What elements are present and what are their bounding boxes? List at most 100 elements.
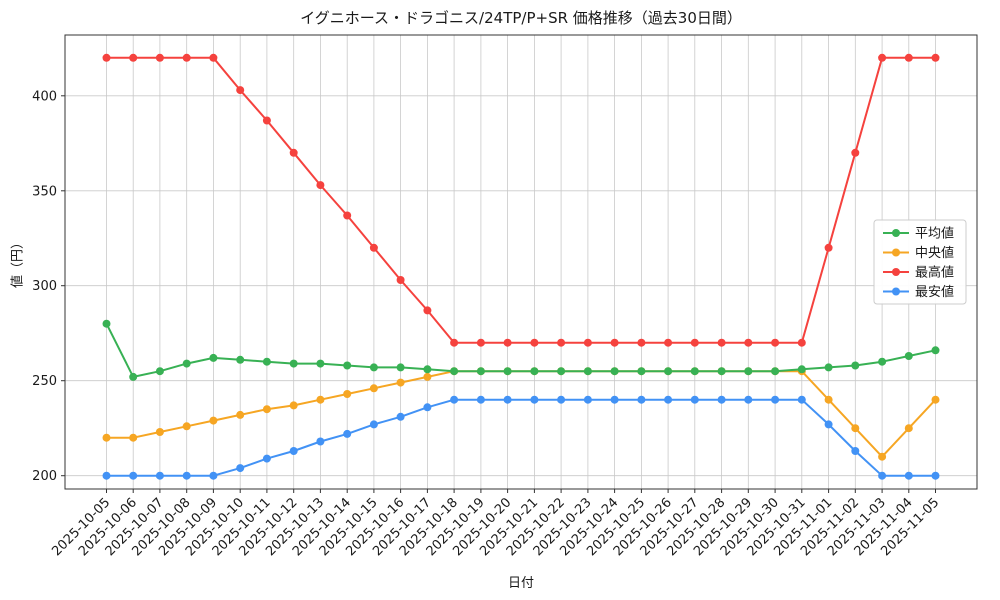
point-max — [155, 53, 164, 62]
point-max — [369, 243, 378, 252]
point-max — [102, 53, 111, 62]
point-min — [369, 420, 378, 429]
point-median — [262, 405, 271, 414]
point-max — [182, 53, 191, 62]
point-min — [503, 395, 512, 404]
point-max — [209, 53, 218, 62]
point-average — [396, 363, 405, 372]
series-min-line — [106, 398, 936, 477]
point-average — [209, 353, 218, 362]
y-tick-labels: 200 250 300 350 400 — [32, 89, 57, 484]
point-min — [610, 395, 619, 404]
point-min — [343, 429, 352, 438]
point-average — [690, 367, 699, 376]
point-average — [583, 367, 592, 376]
point-max — [931, 53, 940, 62]
point-min — [423, 403, 432, 412]
legend-label-average: 平均値 — [915, 226, 954, 242]
point-average — [155, 367, 164, 376]
point-min — [476, 395, 485, 404]
point-average — [664, 367, 673, 376]
point-max — [878, 53, 887, 62]
point-average — [771, 367, 780, 376]
point-min — [851, 447, 860, 455]
point-median — [209, 416, 218, 425]
point-average — [316, 359, 325, 368]
series-max-line — [106, 56, 936, 344]
point-median — [851, 424, 860, 433]
x-tick-labels: 2025-10-052025-10-062025-10-072025-10-08… — [49, 495, 942, 559]
point-median — [102, 433, 111, 442]
point-min — [771, 395, 780, 404]
point-median — [182, 422, 191, 431]
point-max — [423, 306, 432, 315]
point-average — [610, 367, 619, 376]
legend-label-max: 最高値 — [915, 265, 954, 281]
point-average — [102, 319, 111, 328]
legend-marker-min — [892, 287, 900, 296]
point-min — [102, 471, 111, 480]
legend-box — [873, 219, 967, 305]
grid-lines — [65, 35, 977, 489]
point-min — [931, 471, 940, 480]
x-axis-label: 日付 — [507, 576, 534, 591]
point-median — [236, 410, 245, 419]
point-max — [583, 338, 592, 347]
series-average-line — [105, 323, 936, 378]
legend-marker-average — [892, 229, 900, 237]
axis-ticks — [61, 95, 936, 493]
point-average — [797, 365, 806, 374]
point-median — [423, 372, 432, 381]
series-max — [102, 53, 940, 347]
series-min — [102, 395, 940, 480]
point-average — [637, 367, 646, 376]
point-min — [209, 471, 218, 480]
point-min — [316, 437, 325, 446]
point-max — [129, 53, 138, 62]
point-min — [637, 395, 646, 404]
point-average — [530, 367, 539, 376]
point-min — [690, 395, 699, 404]
point-max — [664, 338, 673, 347]
point-max — [289, 148, 298, 157]
point-min — [289, 447, 298, 455]
y-tick-label: 300 — [32, 279, 57, 294]
point-average — [503, 367, 512, 376]
series-median — [102, 367, 940, 461]
point-average — [450, 367, 459, 376]
point-average — [262, 357, 271, 366]
point-average — [369, 363, 378, 372]
point-median — [824, 395, 833, 404]
point-max — [316, 181, 325, 190]
point-max — [797, 338, 806, 347]
legend-marker-max — [892, 268, 900, 276]
point-max — [851, 148, 860, 157]
point-min — [557, 395, 566, 404]
point-min — [450, 395, 459, 404]
point-average — [423, 365, 432, 374]
point-median — [369, 384, 378, 393]
point-average — [851, 361, 860, 370]
y-tick-label: 400 — [32, 89, 57, 104]
point-min — [904, 471, 913, 480]
point-median — [931, 395, 940, 404]
series-median-line — [106, 370, 937, 458]
point-min — [530, 395, 539, 404]
point-min — [396, 412, 405, 421]
point-median — [343, 390, 352, 398]
point-max — [476, 338, 485, 347]
point-max — [744, 338, 753, 347]
point-min — [717, 395, 726, 404]
point-max — [771, 338, 780, 347]
point-max — [262, 116, 271, 125]
point-average — [904, 352, 913, 360]
point-min — [155, 471, 164, 480]
legend-label-median: 中央値 — [915, 245, 954, 261]
point-average — [824, 363, 833, 372]
point-max — [396, 276, 405, 284]
y-tick-label: 250 — [32, 374, 57, 389]
point-median — [396, 378, 405, 387]
point-average — [744, 367, 753, 376]
y-tick-label: 200 — [32, 469, 57, 484]
point-average — [476, 367, 485, 376]
